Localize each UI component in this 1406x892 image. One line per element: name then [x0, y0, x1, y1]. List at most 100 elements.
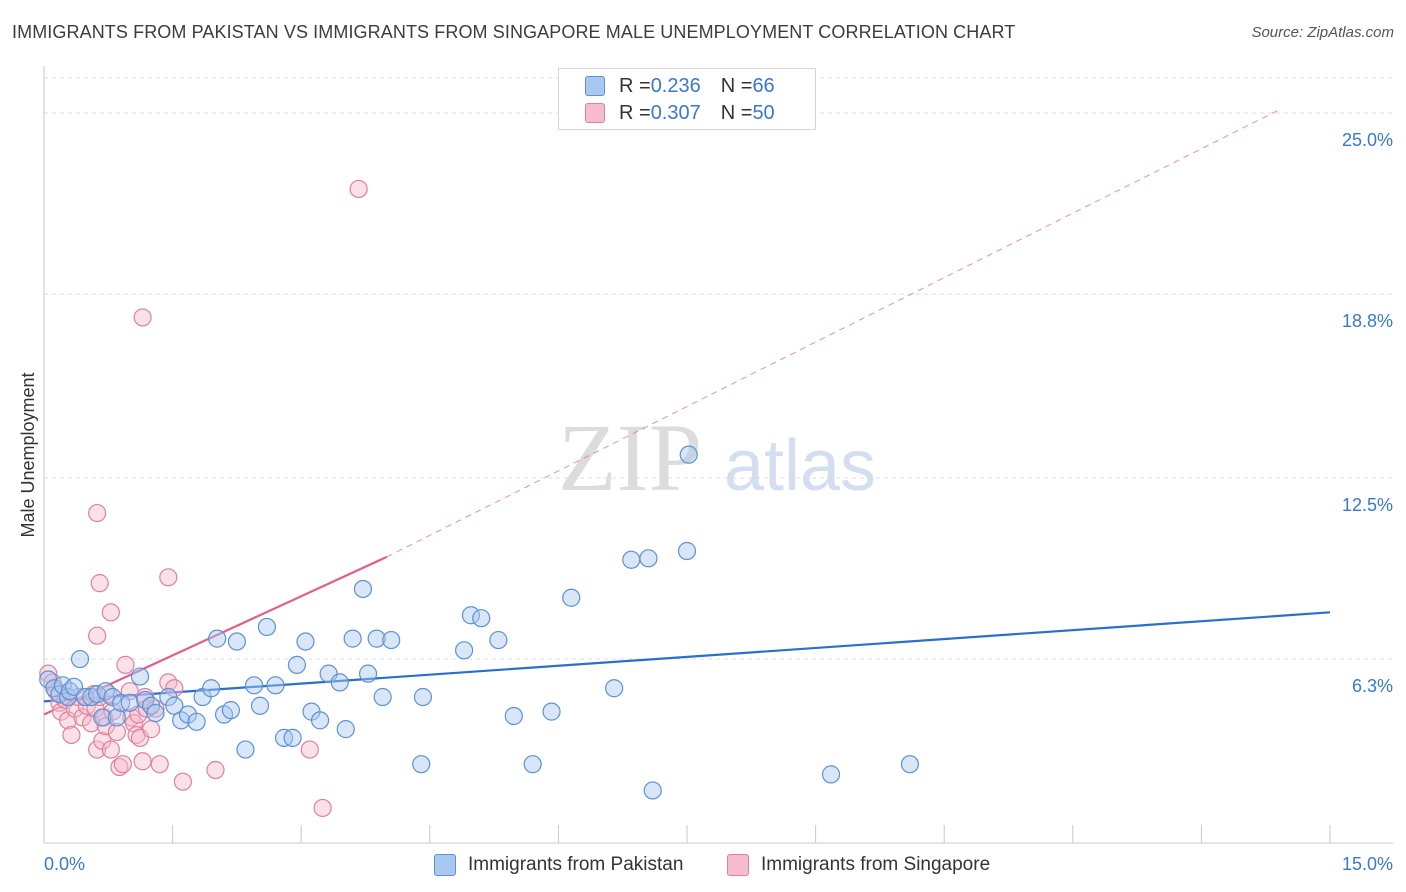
pakistan-point — [64, 677, 84, 696]
axes — [43, 66, 1393, 844]
pakistan-point — [221, 701, 240, 720]
singapore-point — [88, 503, 107, 523]
pakistan-point — [605, 679, 624, 698]
pakistan-point — [130, 667, 150, 686]
pakistan-point — [146, 703, 165, 723]
y-tick-label: 25.0% — [1342, 130, 1393, 150]
singapore-point — [116, 655, 135, 674]
pakistan-point — [454, 641, 474, 660]
legend-n-label: N = — [720, 74, 753, 97]
pakistan-point — [523, 755, 542, 774]
legend-row-singapore: R = 0.307 N = 50 — [585, 100, 775, 126]
pakistan-point — [244, 676, 264, 695]
pakistan-point — [330, 673, 349, 692]
pakistan-point — [562, 588, 581, 607]
legend-label-pakistan: Immigrants from Pakistan — [468, 854, 684, 875]
singapore-point — [107, 722, 126, 742]
pakistan-point — [93, 708, 112, 727]
pakistan-point — [310, 711, 330, 730]
pakistan-point — [504, 706, 523, 726]
series-legend-pakistan[interactable]: Immigrants from Pakistan — [434, 852, 683, 878]
singapore-point — [349, 179, 368, 199]
pakistan-point — [283, 728, 302, 747]
pakistan-point — [461, 606, 481, 625]
singapore-point — [110, 757, 129, 777]
pakistan-point — [202, 679, 221, 698]
singapore-point — [88, 740, 107, 759]
pakistan-point — [821, 765, 841, 784]
pakistan-point — [236, 740, 255, 759]
singapore-point — [62, 725, 81, 745]
y-axis-label: Male Unemployment — [18, 372, 38, 537]
pakistan-point — [165, 696, 184, 715]
y-tick-labels: 6.3% 12.5% 18.8% 25.0% — [1342, 130, 1393, 696]
legend-r-label: R = — [619, 101, 651, 124]
watermark: ZIP atlas — [558, 404, 876, 511]
series-legend-singapore[interactable]: Immigrants from Singapore — [727, 852, 990, 878]
pakistan-point — [472, 609, 491, 628]
pakistan-point — [250, 696, 270, 715]
pakistan-points — [39, 445, 920, 800]
pakistan-point — [413, 687, 433, 707]
singapore-point — [101, 740, 120, 759]
pakistan-point — [187, 712, 206, 731]
pakistan-point — [367, 629, 386, 648]
pakistan-point — [296, 632, 315, 651]
singapore-point — [133, 308, 152, 327]
pakistan-point — [227, 632, 246, 651]
pakistan-point — [120, 693, 139, 712]
legend-n-value: 66 — [752, 74, 775, 97]
singapore-point — [133, 752, 152, 771]
chart-title: IMMIGRANTS FROM PAKISTAN VS IMMIGRANTS F… — [12, 22, 1016, 42]
pakistan-point — [489, 630, 508, 650]
legend-r-label: R = — [619, 74, 651, 97]
pakistan-point — [679, 445, 698, 464]
y-tick-label: 18.8% — [1342, 311, 1393, 331]
pakistan-point — [542, 702, 561, 721]
singapore-points — [39, 179, 368, 818]
y-tick-label: 6.3% — [1352, 676, 1393, 696]
watermark-atlas: atlas — [724, 426, 876, 506]
singapore-point — [113, 755, 132, 774]
x-tick-label-max: 15.0% — [1342, 854, 1393, 874]
pakistan-point — [70, 649, 90, 669]
pakistan-point — [639, 549, 658, 568]
legend-label-singapore: Immigrants from Singapore — [761, 854, 991, 875]
pakistan-trend-line — [43, 611, 1331, 703]
singapore-point — [88, 626, 107, 645]
watermark-zip: ZIP — [558, 404, 702, 511]
pakistan-point — [373, 687, 392, 707]
source-label: Source: ZipAtlas.com — [1251, 24, 1394, 41]
correlation-legend: R = 0.236 N = 66 R = 0.307 N = 50 — [558, 68, 816, 130]
pakistan-point — [257, 617, 277, 637]
legend-swatch-singapore — [727, 854, 749, 876]
legend-r-value: 0.236 — [650, 74, 701, 97]
pakistan-point — [107, 708, 126, 727]
legend-swatch-singapore — [585, 103, 605, 123]
singapore-point — [58, 711, 78, 730]
pakistan-point — [159, 687, 178, 707]
singapore-point — [150, 755, 169, 774]
singapore-point — [313, 798, 332, 818]
singapore-point — [173, 772, 192, 791]
pakistan-point — [76, 687, 95, 707]
pakistan-point — [900, 755, 920, 774]
pakistan-point — [287, 655, 307, 674]
legend-n-value: 50 — [752, 101, 775, 124]
y-tick-label: 12.5% — [1342, 495, 1393, 515]
singapore-point — [206, 760, 225, 780]
pakistan-point — [353, 579, 373, 599]
pakistan-point — [358, 664, 378, 683]
singapore-point — [142, 720, 161, 739]
pakistan-point — [343, 629, 362, 648]
pakistan-point — [622, 550, 641, 569]
pakistan-point — [677, 541, 697, 561]
singapore-point — [90, 574, 109, 593]
x-tick-label-min: 0.0% — [44, 854, 85, 874]
legend-swatch-pakistan — [585, 76, 605, 96]
pakistan-point — [382, 630, 401, 650]
pakistan-point — [336, 720, 355, 739]
singapore-point — [101, 603, 120, 622]
singapore-point — [159, 568, 178, 587]
pakistan-point — [266, 676, 285, 695]
